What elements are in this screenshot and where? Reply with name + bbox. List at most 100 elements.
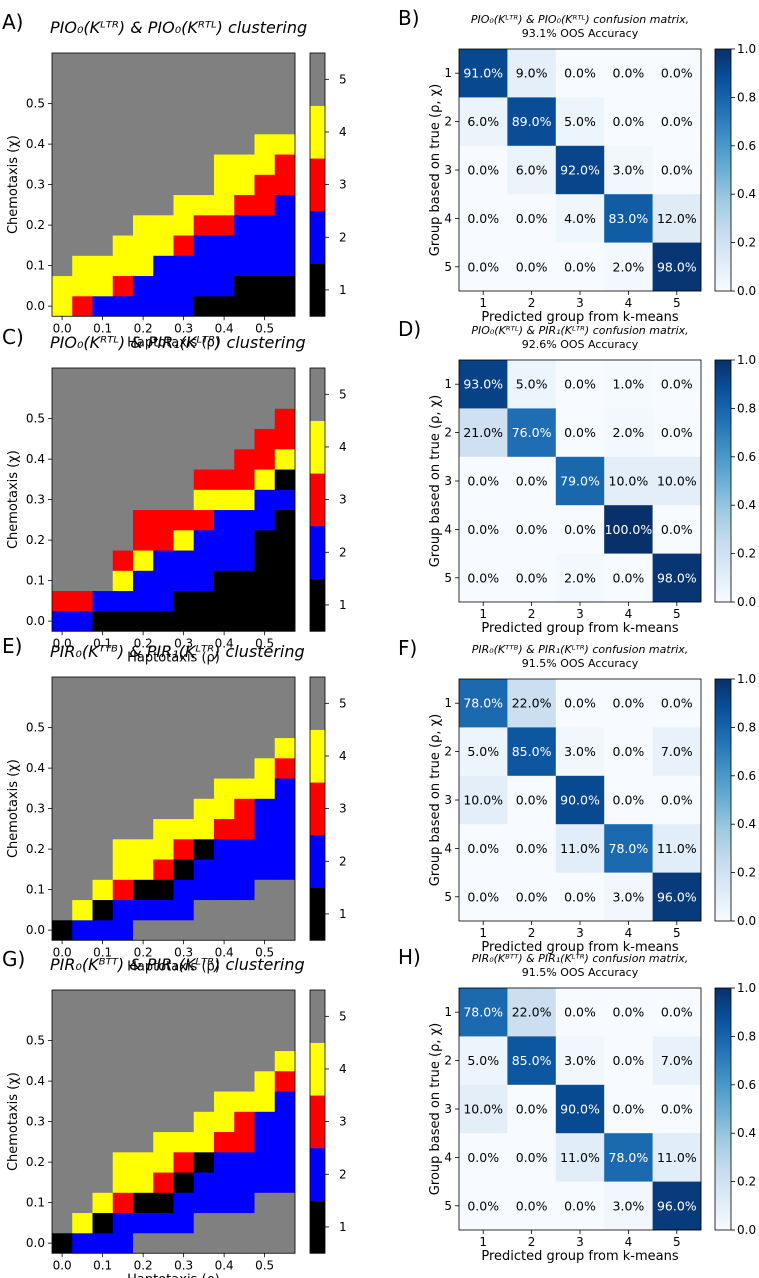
cluster-cell (92, 818, 114, 840)
confusion-cell (459, 872, 508, 922)
cluster-cell (133, 859, 154, 880)
cluster-cell (214, 818, 235, 840)
chart-title: PIR₀(Kᴮᵀᵀ) & PIR₁(Kᴸᵀᴿ) confusion matrix… (472, 952, 689, 965)
cluster-cell (112, 215, 134, 236)
cell-value: 12.0% (657, 211, 697, 226)
cluster-cell (72, 113, 93, 135)
x-tick-label: 4 (625, 607, 633, 621)
cluster-cell (133, 1192, 154, 1214)
cell-value: 0.0% (613, 696, 645, 711)
cluster-cell (173, 1071, 195, 1092)
cluster-cell (254, 113, 276, 135)
y-axis-label: Group based on true (ρ, χ) (428, 84, 443, 256)
panel-label: B) (398, 6, 420, 30)
cluster-cell (193, 859, 215, 880)
cluster-cell (254, 1050, 276, 1072)
cluster-cell (92, 235, 114, 256)
cluster-cell (92, 1172, 114, 1193)
cluster-cell (52, 1212, 73, 1234)
colorbar-segment (310, 834, 325, 888)
cell-value: 0.0% (613, 114, 645, 129)
cluster-cell (153, 368, 174, 389)
cluster-cell (234, 1091, 255, 1112)
cluster-cell (254, 899, 276, 921)
cluster-cell (214, 859, 235, 880)
colorbar-tick-label: 0.0 (737, 1223, 756, 1237)
cluster-cell (52, 818, 73, 840)
cluster-cell (214, 73, 235, 94)
y-tick-label: 1 (444, 66, 452, 80)
colorbar-tick-label: 4 (339, 749, 347, 763)
cluster-cell (193, 113, 215, 135)
x-tick-label: 5 (673, 296, 681, 310)
cluster-cell (254, 737, 276, 759)
confusion-cell (604, 505, 653, 554)
confusion-cell (459, 1036, 508, 1086)
cluster-cell (214, 93, 235, 115)
cluster-cell (234, 408, 255, 430)
cluster-cell (52, 388, 73, 409)
x-tick-label: 1 (479, 1235, 487, 1249)
cell-value: 10.0% (609, 474, 649, 489)
cluster-cell (254, 449, 276, 470)
cluster-cell (153, 677, 174, 698)
confusion-cell (507, 97, 557, 147)
y-tick-label: 0.1 (26, 259, 45, 273)
cluster-cell (52, 839, 73, 860)
cluster-cell (234, 113, 255, 135)
confusion-cell (555, 824, 605, 873)
cluster-cell (274, 489, 296, 511)
cluster-cell (153, 408, 174, 430)
cluster-cell (92, 1010, 114, 1031)
cluster-cell (52, 194, 73, 216)
cluster-cell (72, 255, 93, 277)
y-tick-label: 5 (444, 890, 452, 904)
cluster-cell (133, 570, 154, 592)
cluster-cell (193, 368, 215, 389)
cluster-cell (153, 235, 174, 256)
cluster-cell (193, 53, 215, 74)
cluster-cell (173, 677, 195, 698)
cluster-cell (193, 990, 215, 1011)
colorbar-tick-label: 5 (339, 696, 347, 710)
cluster-cell (254, 697, 276, 718)
cluster-panel-3: G) PIR₀(Kᴮᵀᵀ) & PIR₁(Kᴸᵀᴿ) clustering0.00… (2, 947, 347, 1278)
cluster-cell (92, 778, 114, 799)
confusion-cell (652, 824, 702, 873)
confusion-cell (604, 1181, 653, 1231)
confusion-cell (507, 824, 557, 873)
cluster-cell (173, 1131, 195, 1153)
cluster-cell (173, 818, 195, 840)
confusion-cell (459, 824, 508, 873)
cluster-cell (193, 408, 215, 430)
cluster-cell (72, 1010, 93, 1031)
cluster-cell (173, 920, 195, 941)
cluster-cell (173, 509, 195, 531)
cluster-cell (193, 215, 215, 236)
cluster-cell (274, 1030, 296, 1052)
cluster-cell (52, 611, 73, 632)
cluster-cell (72, 570, 93, 592)
y-tick-label: 0.0 (26, 614, 45, 628)
confusion-cell (555, 775, 605, 825)
cluster-cell (52, 570, 73, 592)
confusion-cell (555, 242, 605, 292)
x-tick-label: 0.0 (53, 636, 72, 650)
cluster-cell (234, 73, 255, 94)
cluster-cell (92, 697, 114, 718)
cell-value: 90.0% (560, 793, 600, 808)
cluster-cell (153, 1192, 174, 1214)
x-tick-label: 5 (673, 1235, 681, 1249)
confusion-cell (459, 49, 508, 98)
cluster-cell (133, 235, 154, 256)
cluster-cell (153, 1131, 174, 1153)
cluster-cell (72, 215, 93, 236)
cell-value: 5.0% (564, 114, 596, 129)
cluster-cell (92, 489, 114, 511)
cluster-cell (153, 798, 174, 820)
cluster-cell (254, 990, 276, 1011)
cell-value: 0.0% (661, 522, 693, 537)
confusion-cell (459, 505, 508, 554)
cluster-cell (193, 275, 215, 297)
cluster-cell (193, 1091, 215, 1112)
